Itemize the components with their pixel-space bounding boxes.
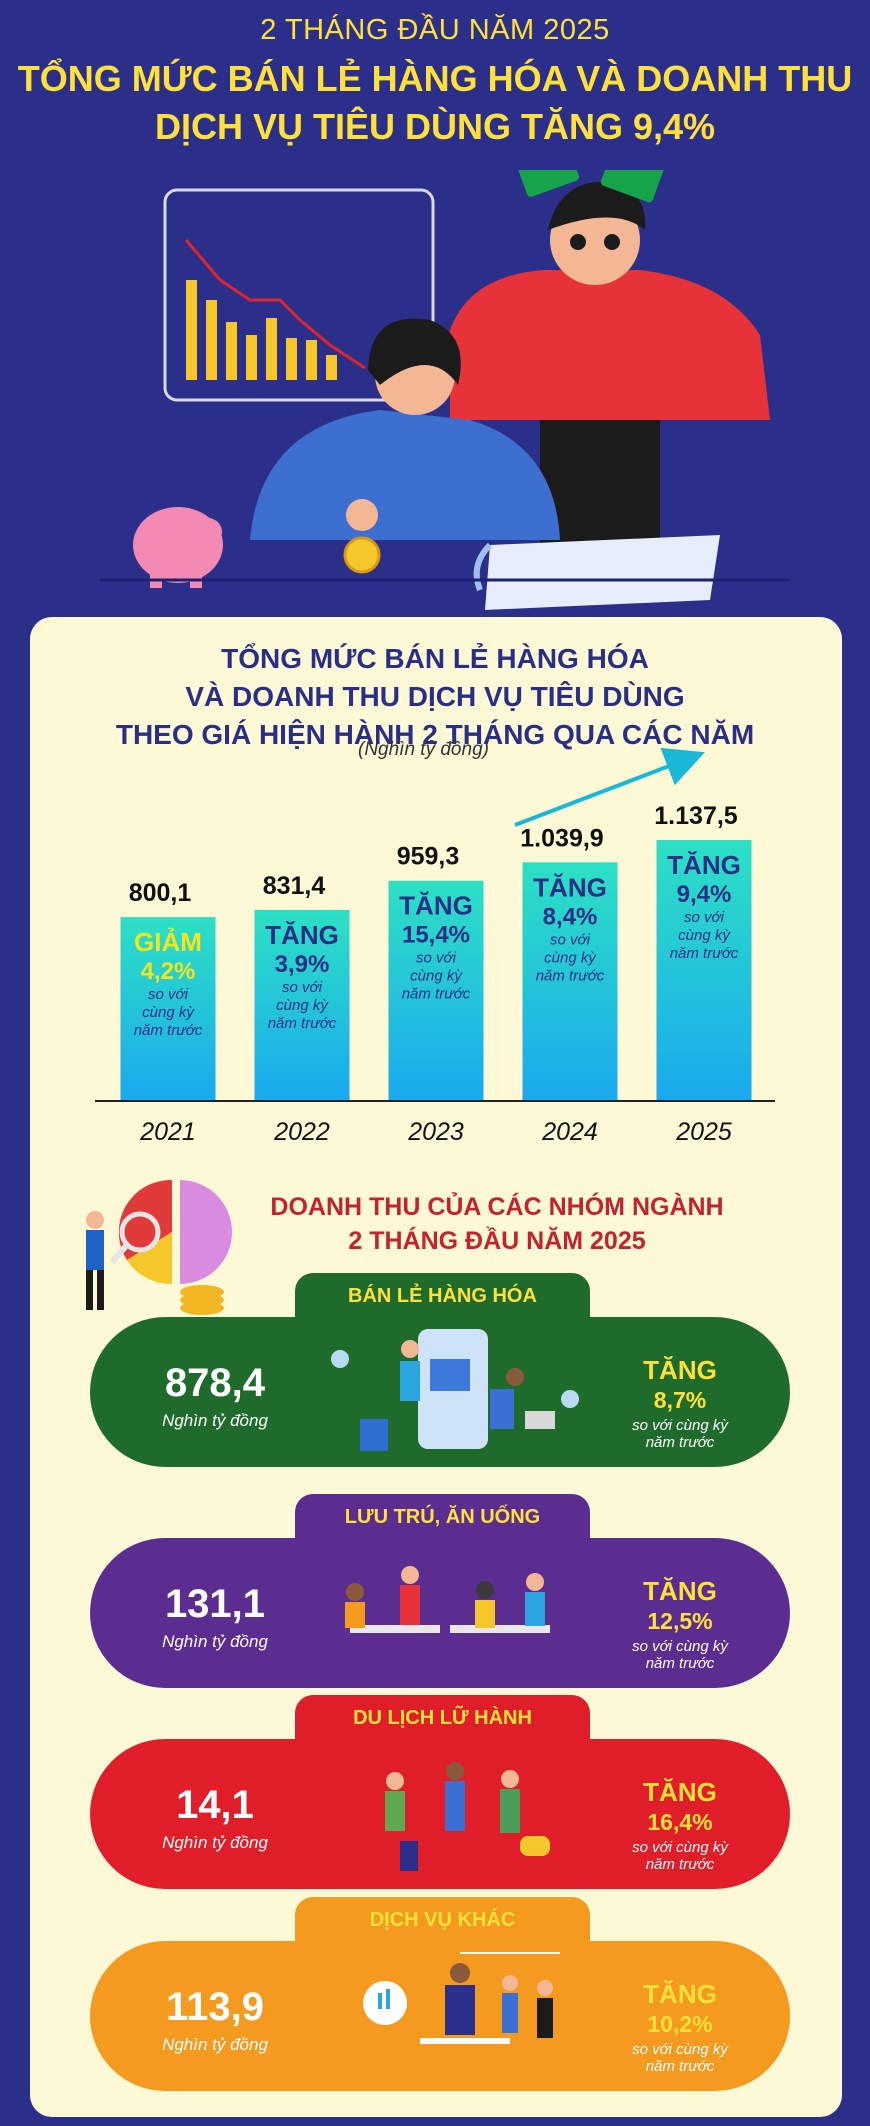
travel-illustration <box>385 1762 550 1871</box>
category-unit: Nghìn tỷ đồng <box>162 1411 268 1430</box>
chart-title-line3: THEO GIÁ HIỆN HÀNH 2 THÁNG QUA CÁC NĂM <box>115 719 755 750</box>
bar-2021 <box>120 917 216 1100</box>
category-note-line1: so với cùng kỳ <box>632 2041 728 2058</box>
bar-change-note: so với <box>550 931 591 948</box>
x-axis-label: 2024 <box>541 1118 598 1146</box>
bar-change-value: 3,9% <box>275 951 330 978</box>
bar-value-label: 831,4 <box>263 872 326 900</box>
bar-value-label: 1.137,5 <box>654 802 738 830</box>
category-pill <box>90 1941 790 2091</box>
trend-down-line <box>184 239 366 370</box>
category-note-line2: năm trước <box>645 2058 715 2075</box>
bar-change-note: so với <box>684 909 725 926</box>
bar-change-note: năm trước <box>134 1022 203 1039</box>
services-illustration <box>363 1952 560 2044</box>
bar-2025 <box>656 840 752 1100</box>
header-title: TỔNG MỨC BÁN LẺ HÀNG HÓA VÀ DOANH THU DỊ… <box>0 55 870 151</box>
bar-value-label: 800,1 <box>129 879 192 907</box>
category-note: so với cùng kỳ năm trước <box>610 2041 750 2075</box>
x-axis-label: 2025 <box>675 1118 732 1146</box>
category-unit: Nghìn tỷ đồng <box>162 1833 268 1852</box>
category-note-line2: năm trước <box>645 1655 715 1672</box>
category-change-value: 8,7% <box>653 1387 707 1413</box>
shopping-illustration <box>331 1329 579 1451</box>
category-pill <box>90 1538 790 1688</box>
bar-value-label: 959,3 <box>397 843 460 871</box>
category-change-label: TĂNG <box>643 1777 717 1807</box>
bar-change-note: năm trước <box>402 986 471 1003</box>
bar-value-label: 1.039,9 <box>520 824 603 852</box>
coin-icon <box>343 536 381 574</box>
bar-change-value: 4,2% <box>141 958 196 985</box>
category-change-value: 12,5% <box>647 1608 713 1634</box>
header-subtitle: 2 THÁNG ĐẦU NĂM 2025 <box>260 14 610 46</box>
trend-arrow <box>514 747 705 827</box>
category-unit: Nghìn tỷ đồng <box>162 2035 268 2054</box>
chart-unit: (Nghìn tỷ đồng) <box>358 739 489 760</box>
x-axis-label: 2021 <box>139 1118 196 1146</box>
bar-change-note: năm trước <box>268 1015 337 1032</box>
category-change-label: TĂNG <box>643 1979 717 2009</box>
category-note: so với cùng kỳ năm trước <box>610 1839 750 1873</box>
bar-change-note: cùng kỳ <box>276 997 329 1014</box>
bar-change-note: năm trước <box>536 967 605 984</box>
section2-title-line2: 2 THÁNG ĐẦU NĂM 2025 <box>348 1227 646 1255</box>
header-illustration <box>100 170 790 610</box>
pie-chart-illustration <box>86 1179 232 1315</box>
bar-change-note: so với <box>416 950 457 967</box>
category-value: 878,4 <box>164 1361 266 1405</box>
bar-change-direction: TĂNG <box>667 850 741 880</box>
chart-title: TỔNG MỨC BÁN LẺ HÀNG HÓA VÀ DOANH THU DỊ… <box>0 640 870 754</box>
category-change-value: 10,2% <box>647 2011 713 2037</box>
category-change-label: TĂNG <box>643 1576 717 1606</box>
bar-change-direction: TĂNG <box>399 891 473 921</box>
bar-change-value: 8,4% <box>543 903 598 930</box>
bar-2022 <box>254 909 350 1100</box>
category-note-line1: so với cùng kỳ <box>632 1638 728 1655</box>
bar-change-note: so với <box>148 986 189 1003</box>
category-change-label: TĂNG <box>643 1355 717 1385</box>
chart-title-line1: TỔNG MỨC BÁN LẺ HÀNG HÓA <box>221 643 649 674</box>
category-note-line1: so với cùng kỳ <box>632 1417 728 1434</box>
x-axis-label: 2023 <box>407 1118 464 1146</box>
category-value: 131,1 <box>164 1582 266 1626</box>
bar-change-note: cùng kỳ <box>544 949 597 966</box>
x-axis-label: 2022 <box>273 1118 330 1146</box>
header-title-line1: TỔNG MỨC BÁN LẺ HÀNG HÓA VÀ DOANH THU <box>17 58 853 99</box>
piggy-bank-icon <box>133 507 223 588</box>
bar-change-value: 15,4% <box>402 922 470 949</box>
bar-2024 <box>522 862 618 1100</box>
category-change-value: 16,4% <box>647 1809 713 1835</box>
bar-change-value: 9,4% <box>677 881 732 908</box>
section2-title: DOANH THU CỦA CÁC NHÓM NGÀNH 2 THÁNG ĐẦU… <box>232 1190 762 1258</box>
bar-change-direction: GIẢM <box>134 927 202 957</box>
bar-change-note: cùng kỳ <box>410 968 463 985</box>
section2-title-line1: DOANH THU CỦA CÁC NHÓM NGÀNH <box>270 1193 724 1221</box>
category-note-line2: năm trước <box>645 1856 715 1873</box>
bar-change-direction: TĂNG <box>533 872 607 902</box>
dining-illustration <box>345 1566 550 1633</box>
category-unit: Nghìn tỷ đồng <box>162 1632 268 1651</box>
category-value: 14,1 <box>176 1783 254 1827</box>
bar-change-note: năm trước <box>670 945 739 962</box>
bar-change-direction: TĂNG <box>265 920 339 950</box>
woman-figure <box>250 318 560 574</box>
bar-change-note: cùng kỳ <box>678 927 731 944</box>
bar-change-note: so với <box>282 979 323 996</box>
header-title-line2: DỊCH VỤ TIÊU DÙNG TĂNG 9,4% <box>154 106 716 147</box>
chart-title-line2: VÀ DOANH THU DỊCH VỤ TIÊU DÙNG <box>185 681 685 712</box>
category-note: so với cùng kỳ năm trước <box>610 1638 750 1672</box>
category-pill <box>90 1739 790 1889</box>
category-note-line1: so với cùng kỳ <box>632 1839 728 1856</box>
bar-2023 <box>388 880 484 1100</box>
category-note-line2: năm trước <box>645 1434 715 1451</box>
bar-change-note: cùng kỳ <box>142 1004 195 1021</box>
receipt-icon <box>473 535 720 610</box>
category-value: 113,9 <box>166 1985 264 2029</box>
declining-bar-icon <box>186 280 337 380</box>
category-note: so với cùng kỳ năm trước <box>610 1417 750 1451</box>
